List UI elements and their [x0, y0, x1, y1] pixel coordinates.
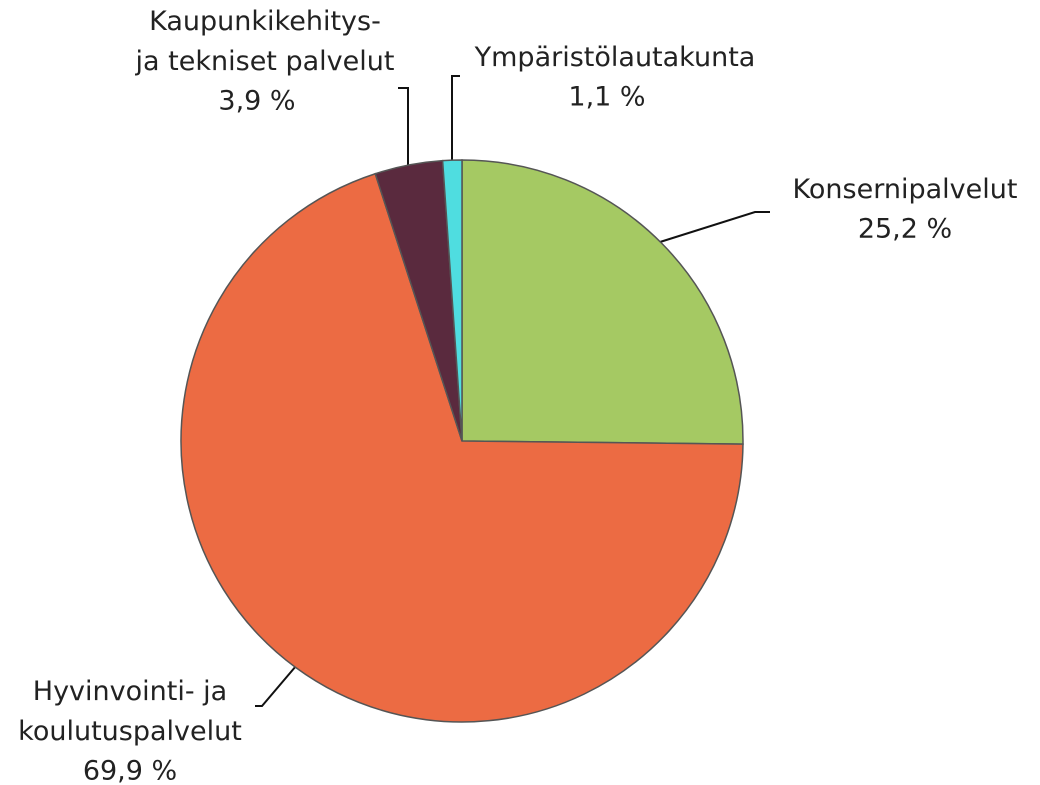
leader-line [659, 211, 770, 243]
pie-slice [461, 159, 744, 445]
label-line: koulutuspalvelut [18, 716, 242, 747]
label-line: Hyvinvointi- ja [33, 676, 227, 707]
slice-label: Kaupunkikehitys-ja tekniset palvelut [135, 6, 395, 77]
slice-label: Hyvinvointi- ja koulutuspalvelut [18, 676, 242, 747]
leader-line [451, 75, 460, 160]
label-line: Konsernipalvelut [793, 174, 1018, 205]
label-line: Ympäristölautakunta [474, 42, 756, 73]
slice-label: Ympäristölautakunta [474, 42, 756, 73]
label-line: ja tekniset palvelut [135, 46, 395, 77]
slice-label: Konsernipalvelut [793, 174, 1018, 205]
pie-slice [180, 172, 744, 723]
value-label: 3,9 % [218, 86, 295, 117]
leader-line [398, 87, 409, 166]
value-label: 25,2 % [858, 214, 952, 245]
pie-slice [441, 159, 463, 442]
value-label: 69,9 % [83, 756, 177, 785]
value-label: 1,1 % [568, 82, 645, 113]
leader-line [255, 665, 297, 707]
label-line: Kaupunkikehitys- [149, 6, 381, 37]
